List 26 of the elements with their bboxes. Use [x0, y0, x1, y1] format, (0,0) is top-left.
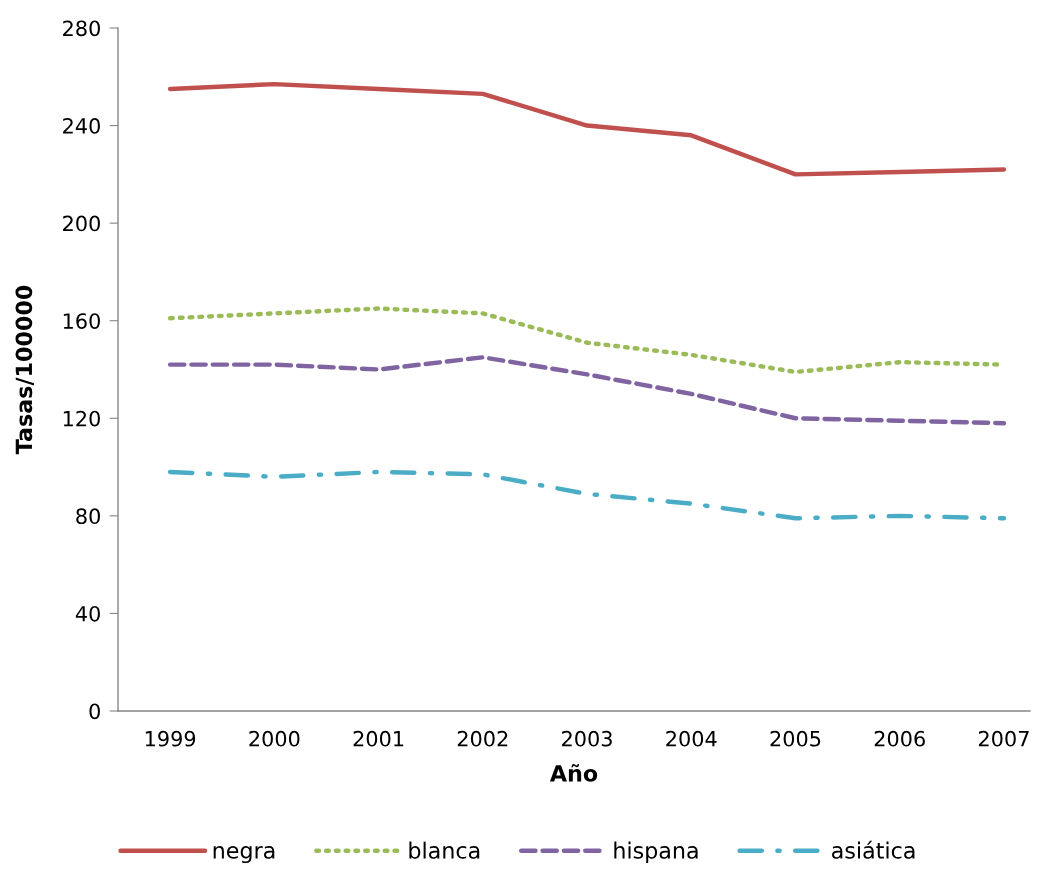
x-axis-title: Año — [549, 764, 598, 782]
y-tick-label: 80 — [76, 508, 100, 525]
y-tick-label: 240 — [63, 118, 100, 134]
x-tick-label: 2007 — [978, 730, 1029, 747]
y-tick-label: 200 — [63, 215, 100, 232]
x-tick-label: 2006 — [874, 730, 925, 747]
y-tick-label: 120 — [63, 410, 100, 427]
x-tick-label: 1999 — [145, 730, 196, 747]
line-series — [167, 355, 1007, 426]
legend-label: negra — [213, 846, 275, 864]
y-tick-label: 280 — [63, 20, 100, 37]
x-tick-label: 2005 — [770, 730, 821, 747]
y-axis-title: Tasas/100000 — [15, 285, 35, 455]
x-tick-label: 2000 — [249, 730, 300, 747]
line-series — [167, 469, 1007, 521]
legend-label: asiática — [832, 840, 915, 859]
legend-label: blanca — [409, 841, 480, 859]
y-tick-label: 160 — [63, 313, 100, 329]
x-tick-label: 2004 — [666, 730, 717, 747]
line-series — [167, 81, 1007, 177]
y-tick-label: 0 — [89, 703, 100, 720]
x-tick-label: 2001 — [353, 730, 404, 747]
x-tick-label: 2003 — [562, 730, 612, 747]
x-tick-label: 2002 — [457, 730, 508, 747]
legend-label: hispana — [614, 841, 698, 864]
y-tick-label: 40 — [75, 605, 100, 622]
